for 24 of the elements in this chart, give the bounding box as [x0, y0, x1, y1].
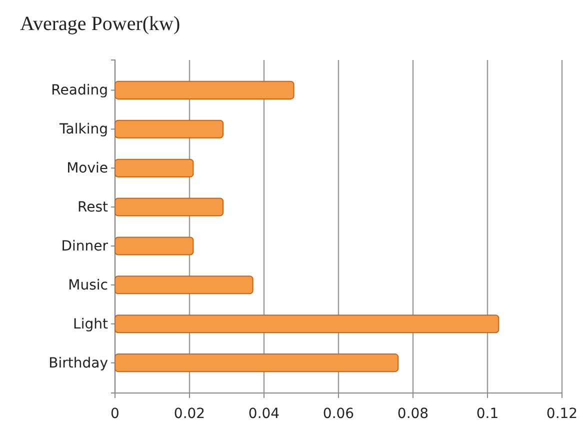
y-tick-label: Movie	[66, 160, 108, 177]
chart-title: Average Power(kw)	[20, 13, 180, 35]
bar	[114, 354, 399, 372]
y-tick-label: Music	[68, 277, 108, 294]
bar	[114, 120, 224, 138]
y-tick-label: Reading	[51, 82, 108, 99]
y-tick-label: Light	[73, 316, 108, 332]
x-tick-label: 0	[110, 406, 120, 422]
y-tick-label: Rest	[78, 200, 109, 216]
bar	[114, 158, 194, 178]
y-tick-label: Birthday	[48, 355, 108, 372]
x-tick-label: 0.08	[397, 406, 429, 422]
bar	[114, 198, 224, 216]
bar	[114, 236, 194, 256]
y-tick-label: Dinner	[61, 238, 108, 254]
bar	[114, 314, 500, 334]
bar	[114, 276, 254, 294]
x-tick-label: 0.12	[546, 406, 578, 422]
bar	[114, 80, 294, 100]
y-tick-label: Talking	[58, 122, 108, 138]
x-tick-label: 0.04	[248, 406, 280, 422]
x-tick-label: 0.02	[174, 406, 206, 422]
x-tick-label: 0.06	[322, 406, 354, 422]
x-tick-label: 0.1	[476, 406, 499, 422]
